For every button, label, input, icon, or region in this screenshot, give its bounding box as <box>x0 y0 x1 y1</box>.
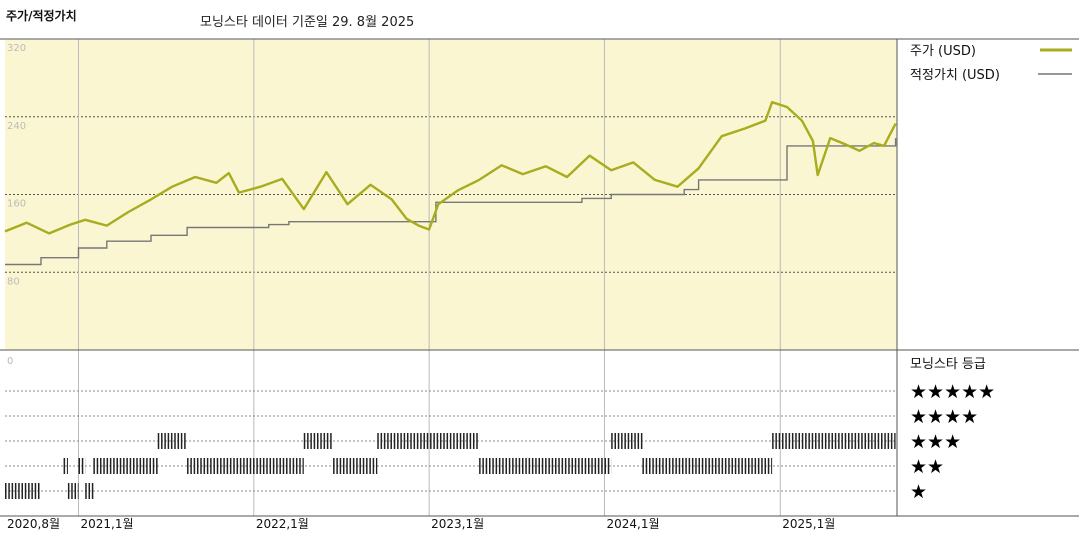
y-tick-label: 80 <box>7 276 20 287</box>
star-rating-label: ★★★ <box>910 431 961 453</box>
rating-legend-title: 모닝스타 등급 <box>910 357 986 372</box>
x-tick-label: 2021,1월 <box>80 517 133 531</box>
x-tick-label: 2020,8월 <box>7 517 60 531</box>
x-tick-label: 2025,1월 <box>782 517 835 531</box>
star-rating-label: ★★★★★ <box>910 381 995 403</box>
star-rating-label: ★★ <box>910 456 944 478</box>
chart-title: 주가/적정가치 <box>6 8 77 23</box>
legend-price-label: 주가 (USD) <box>910 44 976 59</box>
y-tick-label: 240 <box>7 121 26 132</box>
y-tick-label: 160 <box>7 199 26 210</box>
fair-value-line <box>5 138 897 266</box>
star-rating-label: ★★★★ <box>910 406 978 428</box>
y-tick-label: 320 <box>7 43 26 54</box>
star-rating-label: ★ <box>910 481 927 503</box>
x-tick-label: 2024,1월 <box>606 517 659 531</box>
rating-axis-label: 0 <box>7 356 13 367</box>
x-tick-label: 2023,1월 <box>431 517 484 531</box>
price-line <box>4 101 897 235</box>
data-date-subtitle: 모닝스타 데이터 기준일 29. 8월 2025 <box>200 15 414 30</box>
legend-fairvalue-label: 적정가치 (USD) <box>910 68 1000 83</box>
x-tick-label: 2022,1월 <box>256 517 309 531</box>
